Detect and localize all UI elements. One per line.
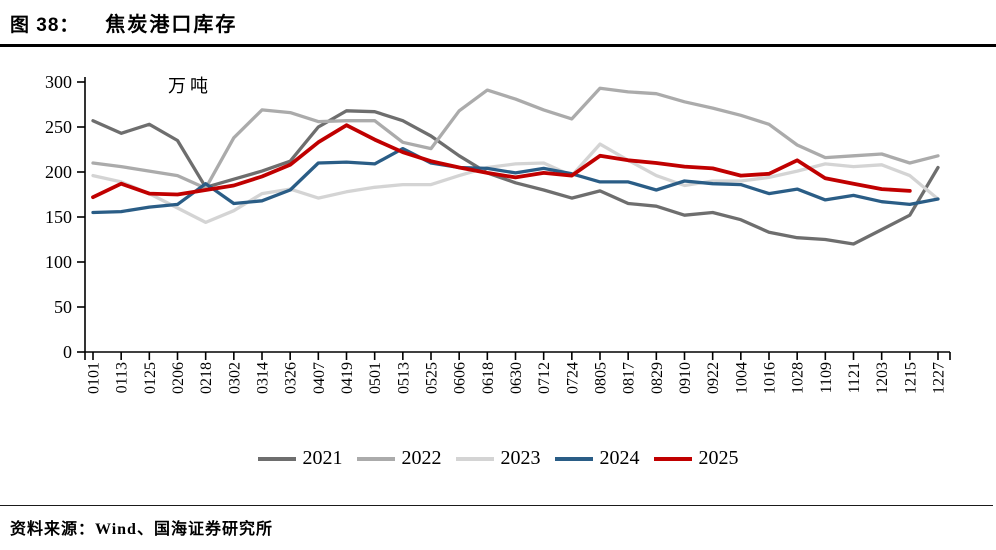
x-tick-label: 0501 [367, 362, 384, 394]
y-tick-label: 50 [54, 297, 72, 317]
x-axis-ticks: 0101 0113 0125 0206 0218 0302 0314 0326 0407 0419… [84, 352, 951, 394]
legend-item-2025: 2025 [653, 447, 739, 470]
x-tick-label: 0314 [255, 362, 272, 394]
x-tick-label: 0606 [452, 362, 469, 394]
y-tick-label: 300 [45, 72, 72, 92]
x-tick-label: 0302 [226, 362, 243, 394]
x-tick-label: 0712 [536, 362, 553, 394]
coke-port-inventory-line-chart: 0 50 100 150 200 250 300 万吨 0101 0113 0125 0206 0218… [45, 72, 951, 394]
x-tick-label: 0630 [508, 362, 525, 394]
x-tick-label: 0113 [114, 362, 131, 393]
y-axis-ticks: 0 50 100 150 200 250 300 [45, 72, 85, 362]
legend-item-2021: 2021 [257, 447, 343, 470]
legend-label-2021: 2021 [302, 447, 343, 469]
y-tick-label: 100 [45, 252, 72, 272]
x-tick-label: 0206 [170, 362, 187, 394]
legend-item-2024: 2024 [554, 447, 640, 470]
x-tick-label: 1227 [931, 362, 948, 394]
x-tick-label: 0805 [593, 362, 610, 394]
x-tick-label: 0326 [283, 362, 300, 394]
chart-legend: 2021 2022 2023 2024 2025 [0, 447, 996, 470]
legend-swatch-2023 [455, 456, 494, 461]
y-unit-label: 万吨 [168, 76, 212, 96]
x-tick-label: 0724 [564, 362, 581, 394]
legend-swatch-2022 [356, 456, 395, 461]
x-tick-label: 0910 [677, 362, 694, 394]
x-tick-label: 0829 [649, 362, 666, 394]
legend-item-2022: 2022 [356, 447, 442, 470]
x-tick-label: 1028 [790, 362, 807, 394]
y-tick-label: 150 [45, 207, 72, 227]
series-line-2024 [91, 146, 940, 215]
x-tick-label: 0101 [86, 362, 103, 394]
series-line-2025 [91, 123, 912, 200]
x-tick-label: 0407 [311, 362, 328, 394]
legend-swatch-2021 [257, 456, 296, 461]
source-divider-rule [0, 505, 993, 506]
x-tick-label: 1109 [818, 362, 835, 393]
x-tick-label: 0218 [198, 362, 215, 394]
series-line-2022 [91, 86, 940, 190]
x-tick-label: 0817 [621, 362, 638, 394]
x-tick-label: 1203 [874, 362, 891, 394]
x-tick-label: 0922 [705, 362, 722, 394]
legend-swatch-2024 [554, 456, 593, 461]
x-tick-label: 1215 [902, 362, 919, 394]
x-tick-label: 1004 [733, 362, 750, 394]
x-tick-label: 0513 [395, 362, 412, 394]
figure-number-label: 图 38： [10, 15, 80, 36]
title-divider-rule [0, 44, 996, 47]
y-tick-label: 0 [63, 342, 72, 362]
source-note: 资料来源：Wind、国海证券研究所 [10, 521, 273, 538]
legend-label-2023: 2023 [500, 447, 541, 469]
legend-label-2022: 2022 [401, 447, 442, 469]
legend-swatch-2025 [653, 456, 692, 461]
figure-title: 焦炭港口库存 [105, 14, 238, 36]
x-tick-label: 0125 [142, 362, 159, 394]
legend-label-2025: 2025 [698, 447, 739, 469]
figure-header: 图 38： 焦炭港口库存 [10, 8, 237, 37]
x-tick-label: 0525 [424, 362, 441, 394]
axes [84, 77, 950, 353]
series-line-2021 [91, 109, 940, 246]
x-tick-label: 0419 [339, 362, 356, 394]
x-tick-label: 1121 [846, 362, 863, 393]
y-tick-label: 200 [45, 162, 72, 182]
x-tick-label: 1016 [762, 362, 779, 394]
legend-label-2024: 2024 [599, 447, 640, 469]
y-tick-label: 250 [45, 117, 72, 137]
series-line-2023 [91, 142, 940, 225]
x-tick-label: 0618 [480, 362, 497, 394]
legend-item-2023: 2023 [455, 447, 541, 470]
